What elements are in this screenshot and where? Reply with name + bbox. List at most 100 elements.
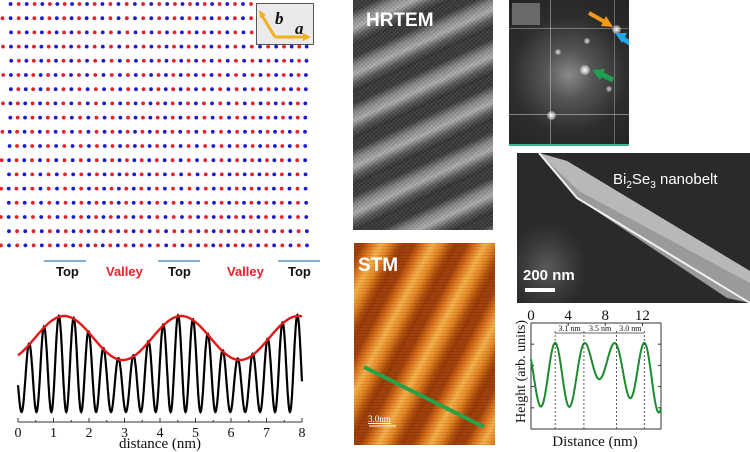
lattice-atom [186, 115, 191, 120]
lattice-atom [225, 73, 230, 77]
lattice-atom [179, 58, 184, 63]
lattice-atom [264, 172, 269, 177]
lattice-atom [235, 129, 240, 134]
lattice-atom [250, 101, 255, 106]
lattice-atom [266, 101, 271, 106]
lattice-atom [218, 87, 223, 92]
lattice-atom [219, 215, 224, 219]
lattice-atom [0, 215, 3, 219]
sem-label-bi: Bi [613, 171, 627, 188]
lattice-atom [126, 73, 130, 77]
lattice-atom [17, 30, 21, 35]
lattice-atom [134, 58, 138, 63]
lattice-atom [61, 87, 66, 92]
lattice-atom [140, 129, 145, 134]
fft-streak [509, 28, 629, 29]
lattice-atom [94, 101, 98, 106]
lattice-atom [23, 87, 28, 92]
lattice-atom [70, 129, 74, 134]
lattice-atom [289, 73, 294, 77]
lattice-atom [157, 2, 162, 6]
lattice-atom [163, 115, 168, 120]
lattice-atom [147, 200, 152, 205]
lattice-atom [61, 101, 66, 106]
lattice-atom [218, 115, 223, 120]
lattice-atom [8, 115, 13, 120]
lattice-atom [141, 44, 146, 49]
lattice-atom [69, 44, 73, 49]
lattice-atom [92, 30, 97, 35]
y-axis-label: Height (arb. units) [514, 320, 529, 423]
lattice-atom [92, 44, 97, 49]
lattice-atom [196, 200, 201, 205]
lattice-atom [178, 101, 183, 106]
lattice-atom [241, 215, 246, 219]
lattice-atom [6, 186, 11, 191]
lattice-atom [211, 172, 216, 177]
lattice-atom [149, 44, 154, 49]
lattice-atom [53, 101, 58, 106]
lattice-atom [242, 186, 247, 191]
lattice-atom [264, 200, 269, 205]
lattice-atom [108, 2, 113, 6]
lattice-atom [188, 229, 193, 234]
lattice-atom [233, 16, 237, 21]
lattice-atom [102, 115, 107, 120]
lattice-atom [141, 16, 146, 21]
fft-streak [550, 0, 551, 144]
lattice-atom [8, 2, 13, 6]
lattice-atom [201, 58, 206, 63]
lattice-atom [172, 243, 177, 248]
lattice-atom [101, 229, 106, 234]
lattice-atom [217, 73, 222, 77]
lattice-atom [87, 172, 92, 177]
lattice-atom [203, 186, 208, 191]
lattice-atom [22, 215, 27, 219]
lattice-atom [272, 243, 277, 248]
fft-image [509, 0, 629, 146]
lattice-atom [288, 101, 293, 106]
lattice-atom [217, 44, 222, 49]
lattice-atom [133, 30, 138, 35]
lattice-atom [123, 243, 128, 248]
lattice-atom [0, 16, 5, 21]
height-profile-line [530, 341, 662, 414]
lattice-atom [202, 16, 207, 21]
arrowhead-b-icon [259, 10, 266, 18]
lattice-atom [171, 172, 175, 177]
lattice-atom [141, 101, 145, 106]
lattice-atom [163, 215, 168, 219]
lattice-atom [178, 129, 183, 134]
lattice-atom [171, 58, 176, 63]
lattice-atom [86, 229, 91, 234]
lattice-atom [94, 200, 99, 205]
lattice-atom [303, 101, 308, 106]
lattice-atom [126, 58, 130, 63]
lattice-atom [7, 172, 11, 177]
lattice-atom [147, 215, 152, 219]
lattice-atom [30, 101, 35, 106]
lattice-atom [110, 158, 115, 163]
lattice-atom [32, 2, 37, 6]
lattice-atom [193, 101, 198, 106]
stm-label: STM [358, 255, 399, 276]
lattice-atom [141, 87, 146, 92]
lattice-atom [163, 172, 167, 177]
lattice-atom [30, 115, 35, 120]
lattice-atom [219, 144, 224, 148]
lattice-atom [172, 44, 176, 49]
lattice-atom [141, 115, 145, 120]
lattice-atom [124, 16, 129, 21]
lattice-atom [164, 229, 168, 234]
region-label-valley: Valley [106, 264, 143, 279]
lattice-atom [15, 243, 20, 248]
lattice-atom [125, 44, 130, 49]
lattice-atom [227, 172, 232, 177]
lattice-atom [77, 30, 81, 35]
lattice-atom [194, 115, 199, 120]
lattice-atom [37, 129, 42, 134]
lattice-atom [266, 73, 271, 77]
lattice-atom [287, 200, 292, 205]
lattice-atom [163, 200, 168, 205]
lattice-atom [249, 44, 254, 49]
